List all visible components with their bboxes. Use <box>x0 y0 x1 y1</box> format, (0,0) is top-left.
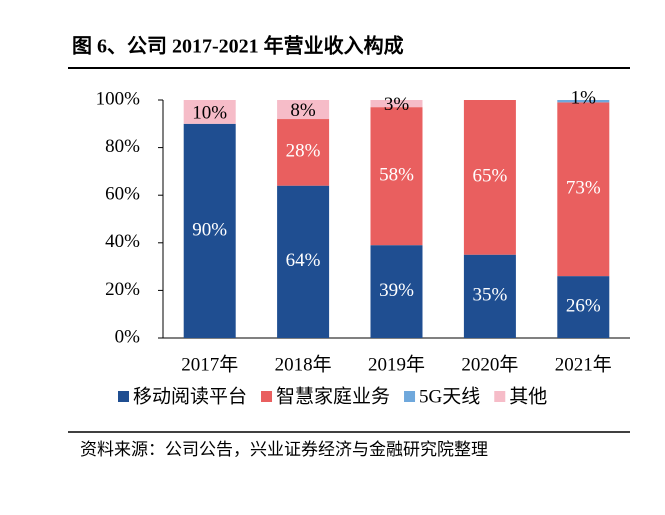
bar-segment <box>370 100 423 108</box>
data-label: 39% <box>379 280 414 301</box>
bar-segment <box>183 123 236 338</box>
y-tick-label: 60% <box>105 184 140 205</box>
bar-segment <box>277 100 330 120</box>
data-label: 28% <box>286 141 321 162</box>
x-tick-label: 2018年 <box>275 353 332 375</box>
data-label: 90% <box>192 219 227 240</box>
y-tick-label: 20% <box>105 279 140 300</box>
x-tick-label: 2021年 <box>555 353 612 375</box>
x-tick-label: 2020年 <box>461 353 518 375</box>
data-label: 10% <box>192 102 227 123</box>
data-label: 73% <box>566 178 601 199</box>
data-label: 58% <box>379 165 414 186</box>
bar-segment <box>277 185 330 338</box>
bar-segment <box>463 254 516 338</box>
bar-segment <box>463 100 516 255</box>
bar-segment <box>183 100 236 124</box>
data-label: 3% <box>384 94 410 115</box>
bar-segment <box>370 107 423 246</box>
legend-label: 其他 <box>509 385 547 407</box>
legend-swatch <box>494 391 506 402</box>
legend-swatch <box>118 391 129 402</box>
data-label: 8% <box>290 100 316 121</box>
data-label: 35% <box>472 285 507 306</box>
source-note: 资料来源：公司公告，兴业证券经济与金融研究院整理 <box>80 440 488 459</box>
bar-segment <box>370 245 423 338</box>
y-tick-label: 80% <box>105 136 140 157</box>
legend-label: 移动阅读平台 <box>133 385 247 407</box>
legend-swatch <box>261 391 273 402</box>
legend-label: 5G天线 <box>419 385 480 407</box>
data-label: 26% <box>566 295 601 316</box>
data-label: 65% <box>472 166 507 187</box>
legend-label: 智慧家庭业务 <box>276 385 390 407</box>
x-tick-label: 2019年 <box>368 353 425 375</box>
data-label: 1% <box>571 87 597 108</box>
chart-title: 图 6、公司 2017-2021 年营业收入构成 <box>72 34 404 58</box>
bar-segment <box>557 100 610 103</box>
bar-segment <box>277 119 330 186</box>
bar-segment <box>557 102 610 277</box>
bar-segment <box>557 276 610 338</box>
data-label: 64% <box>286 250 321 271</box>
y-tick-label: 100% <box>96 88 141 109</box>
y-tick-label: 40% <box>105 231 140 252</box>
x-tick-label: 2017年 <box>181 353 238 375</box>
y-tick-label: 0% <box>115 326 141 347</box>
legend-swatch <box>404 391 416 402</box>
